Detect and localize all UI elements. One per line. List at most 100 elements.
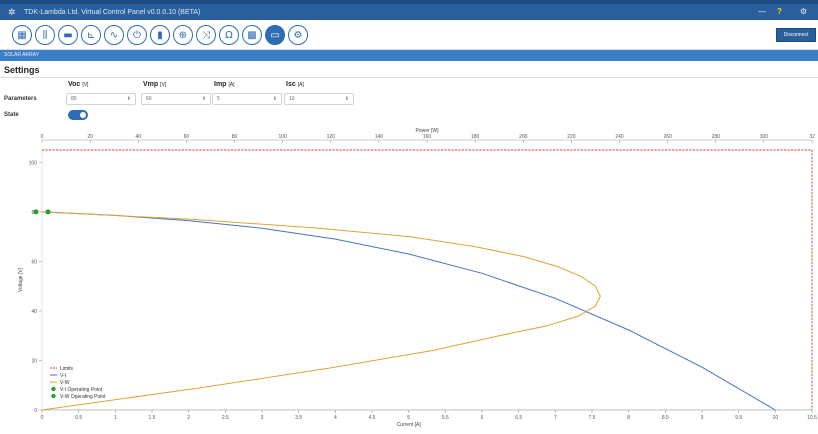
x-tick-label: 1 (114, 415, 117, 421)
top-tick-label: 280 (712, 134, 721, 140)
legend-swatch (51, 394, 55, 398)
legend-label: V-I Operating Point (60, 387, 103, 393)
chart-icon[interactable]: ⊾ (81, 25, 101, 45)
y-tick-label: 60 (31, 259, 37, 265)
minimize-icon[interactable]: — (758, 7, 766, 16)
y-tick-label: 0 (34, 408, 37, 414)
battery-icon[interactable]: ▮ (150, 25, 170, 45)
vmp-header: Vmp [V] (143, 81, 166, 88)
x-tick-label: 9.5 (735, 415, 742, 421)
x-tick-label: 0.5 (75, 415, 82, 421)
state-label: State (4, 112, 19, 118)
top-tick-label: 32 (809, 134, 815, 140)
x-tick-label: 10.5 (807, 415, 817, 421)
x-tick-label: 8 (627, 415, 630, 421)
legend-label: Limits (60, 366, 74, 372)
isc-value: 10 (289, 96, 295, 102)
voc-header: Voc [V] (68, 81, 88, 88)
app-logo-icon: ✲ (8, 7, 18, 17)
toolbar: Disconnect ▦ ⫼ ▬ ⊾ ∿ ⏻ ▮ ⊕ ⤨ Ω ▩ ▭ ⚙ (0, 20, 818, 50)
display-icon[interactable]: ▬ (58, 25, 78, 45)
parameters-label: Parameters (4, 96, 37, 102)
y-tick-label: 40 (31, 309, 37, 315)
globe-icon[interactable]: ⊕ (173, 25, 193, 45)
top-tick-label: 20 (87, 134, 93, 140)
settings-icon[interactable]: ⚙ (288, 25, 308, 45)
limits-line (42, 150, 812, 410)
top-tick-label: 160 (423, 134, 432, 140)
title-bar: ✲ TDK-Lambda Ltd. Virtual Control Panel … (0, 0, 818, 20)
solar-iv-chart: 0 0.5 1 1.5 2 2.5 3 3.5 4 4.5 5 5.5 6 6.5 7 7.5 8 8.5 9 9.5… (0, 122, 818, 434)
voc-spinner-icon[interactable]: ⬍ (127, 94, 131, 104)
screen-icon[interactable]: ▭ (265, 25, 285, 45)
top-tick-label: 60 (184, 134, 190, 140)
x-tick-label: 2.5 (222, 415, 229, 421)
solar-panel-icon[interactable]: ▩ (242, 25, 262, 45)
vi-operating-point (34, 209, 39, 214)
waveform-icon[interactable]: ∿ (104, 25, 124, 45)
vmp-label: Vmp (143, 81, 158, 88)
top-tick-label: 140 (375, 134, 384, 140)
x-tick-label: 5.5 (442, 415, 449, 421)
vmp-value: 60 (146, 96, 152, 102)
y-tick-label: 100 (29, 160, 38, 166)
imp-unit: [A] (228, 82, 234, 88)
voc-input[interactable]: 80 ⬍ (66, 93, 136, 105)
divider (0, 77, 818, 78)
vw-operating-point (46, 209, 51, 214)
vmp-input[interactable]: 60 ⬍ (141, 93, 211, 105)
gear-icon[interactable]: ⚙ (800, 7, 807, 16)
dashboard-icon[interactable]: ▦ (12, 25, 32, 45)
help-icon[interactable]: ? (777, 7, 782, 16)
plot-frame (42, 150, 812, 410)
x-tick-label: 6.5 (515, 415, 522, 421)
disconnect-button[interactable]: Disconnect (776, 28, 816, 42)
imp-spinner-icon[interactable]: ⬍ (273, 94, 277, 104)
imp-label: Imp (214, 81, 226, 88)
x-tick-label: 9 (701, 415, 704, 421)
top-tick-label: 40 (135, 134, 141, 140)
isc-input[interactable]: 10 ⬍ (284, 93, 354, 105)
state-toggle[interactable] (68, 110, 88, 120)
top-tick-label: 240 (615, 134, 624, 140)
x-tick-label: 4.5 (369, 415, 376, 421)
imp-header: Imp [A] (214, 81, 235, 88)
x-tick-label: 3.5 (295, 415, 302, 421)
x-tick-label: 6 (481, 415, 484, 421)
top-tick-label: 180 (471, 134, 480, 140)
vw-curve (42, 212, 600, 410)
imp-input[interactable]: 5 ⬍ (212, 93, 282, 105)
imp-value: 5 (217, 96, 220, 102)
top-tick-label: 100 (278, 134, 287, 140)
power-icon[interactable]: ⏻ (127, 25, 147, 45)
x-tick-label: 1.5 (149, 415, 156, 421)
y-axis-title: Voltage [V] (18, 267, 24, 292)
legend-swatch (51, 387, 55, 391)
isc-unit: [A] (298, 82, 304, 88)
legend-label: V-I (60, 373, 66, 379)
top-tick-label: 80 (232, 134, 238, 140)
y-tick-label: 20 (31, 358, 37, 364)
sliders-icon[interactable]: ⫼ (35, 25, 55, 45)
window-title: TDK-Lambda Ltd. Virtual Control Panel v0… (24, 9, 200, 16)
top-tick-label: 300 (760, 134, 769, 140)
top-tick-label: 220 (567, 134, 576, 140)
settings-title: Settings (4, 65, 40, 75)
legend-label: V-W Operating Point (60, 394, 106, 400)
isc-spinner-icon[interactable]: ⬍ (345, 94, 349, 104)
x-tick-label: 2 (187, 415, 190, 421)
top-axis-title: Power [W] (415, 128, 439, 134)
omega-icon[interactable]: Ω (219, 25, 239, 45)
shuffle-icon[interactable]: ⤨ (196, 25, 216, 45)
vi-curve (42, 212, 775, 410)
x-tick-label: 10 (773, 415, 779, 421)
legend-label: V-W (60, 380, 70, 386)
x-tick-label: 0 (41, 415, 44, 421)
x-axis-title: Current [A] (397, 422, 422, 428)
x-tick-label: 5 (407, 415, 410, 421)
x-tick-label: 8.5 (662, 415, 669, 421)
isc-header: Isc [A] (286, 81, 304, 88)
vmp-unit: [V] (160, 82, 166, 88)
top-tick-label: 120 (327, 134, 336, 140)
vmp-spinner-icon[interactable]: ⬍ (202, 94, 206, 104)
